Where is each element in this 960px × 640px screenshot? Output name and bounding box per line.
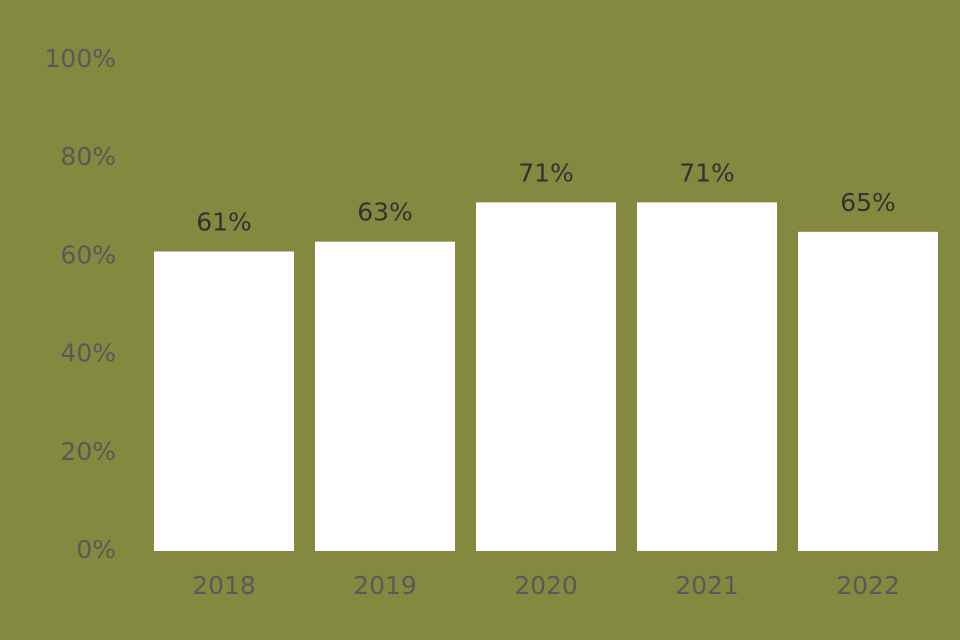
value-label: 71%	[679, 158, 735, 187]
bar	[154, 251, 294, 552]
value-label: 63%	[357, 198, 413, 227]
y-tick-label: 40%	[60, 339, 116, 368]
x-tick-label: 2022	[836, 571, 900, 600]
bar	[798, 231, 938, 551]
y-tick-label: 60%	[60, 240, 116, 269]
bar	[637, 202, 777, 551]
x-tick-label: 2021	[675, 571, 739, 600]
x-tick-label: 2020	[514, 571, 578, 600]
value-label: 65%	[840, 188, 896, 217]
x-tick-label: 2019	[353, 571, 417, 600]
value-label: 61%	[196, 207, 252, 236]
value-label: 71%	[518, 158, 574, 187]
bar	[476, 202, 616, 551]
y-tick-label: 100%	[45, 44, 116, 73]
y-tick-label: 0%	[76, 535, 116, 564]
y-tick-label: 80%	[60, 142, 116, 171]
bar	[315, 241, 455, 552]
y-tick-label: 20%	[60, 437, 116, 466]
x-tick-label: 2018	[192, 571, 256, 600]
